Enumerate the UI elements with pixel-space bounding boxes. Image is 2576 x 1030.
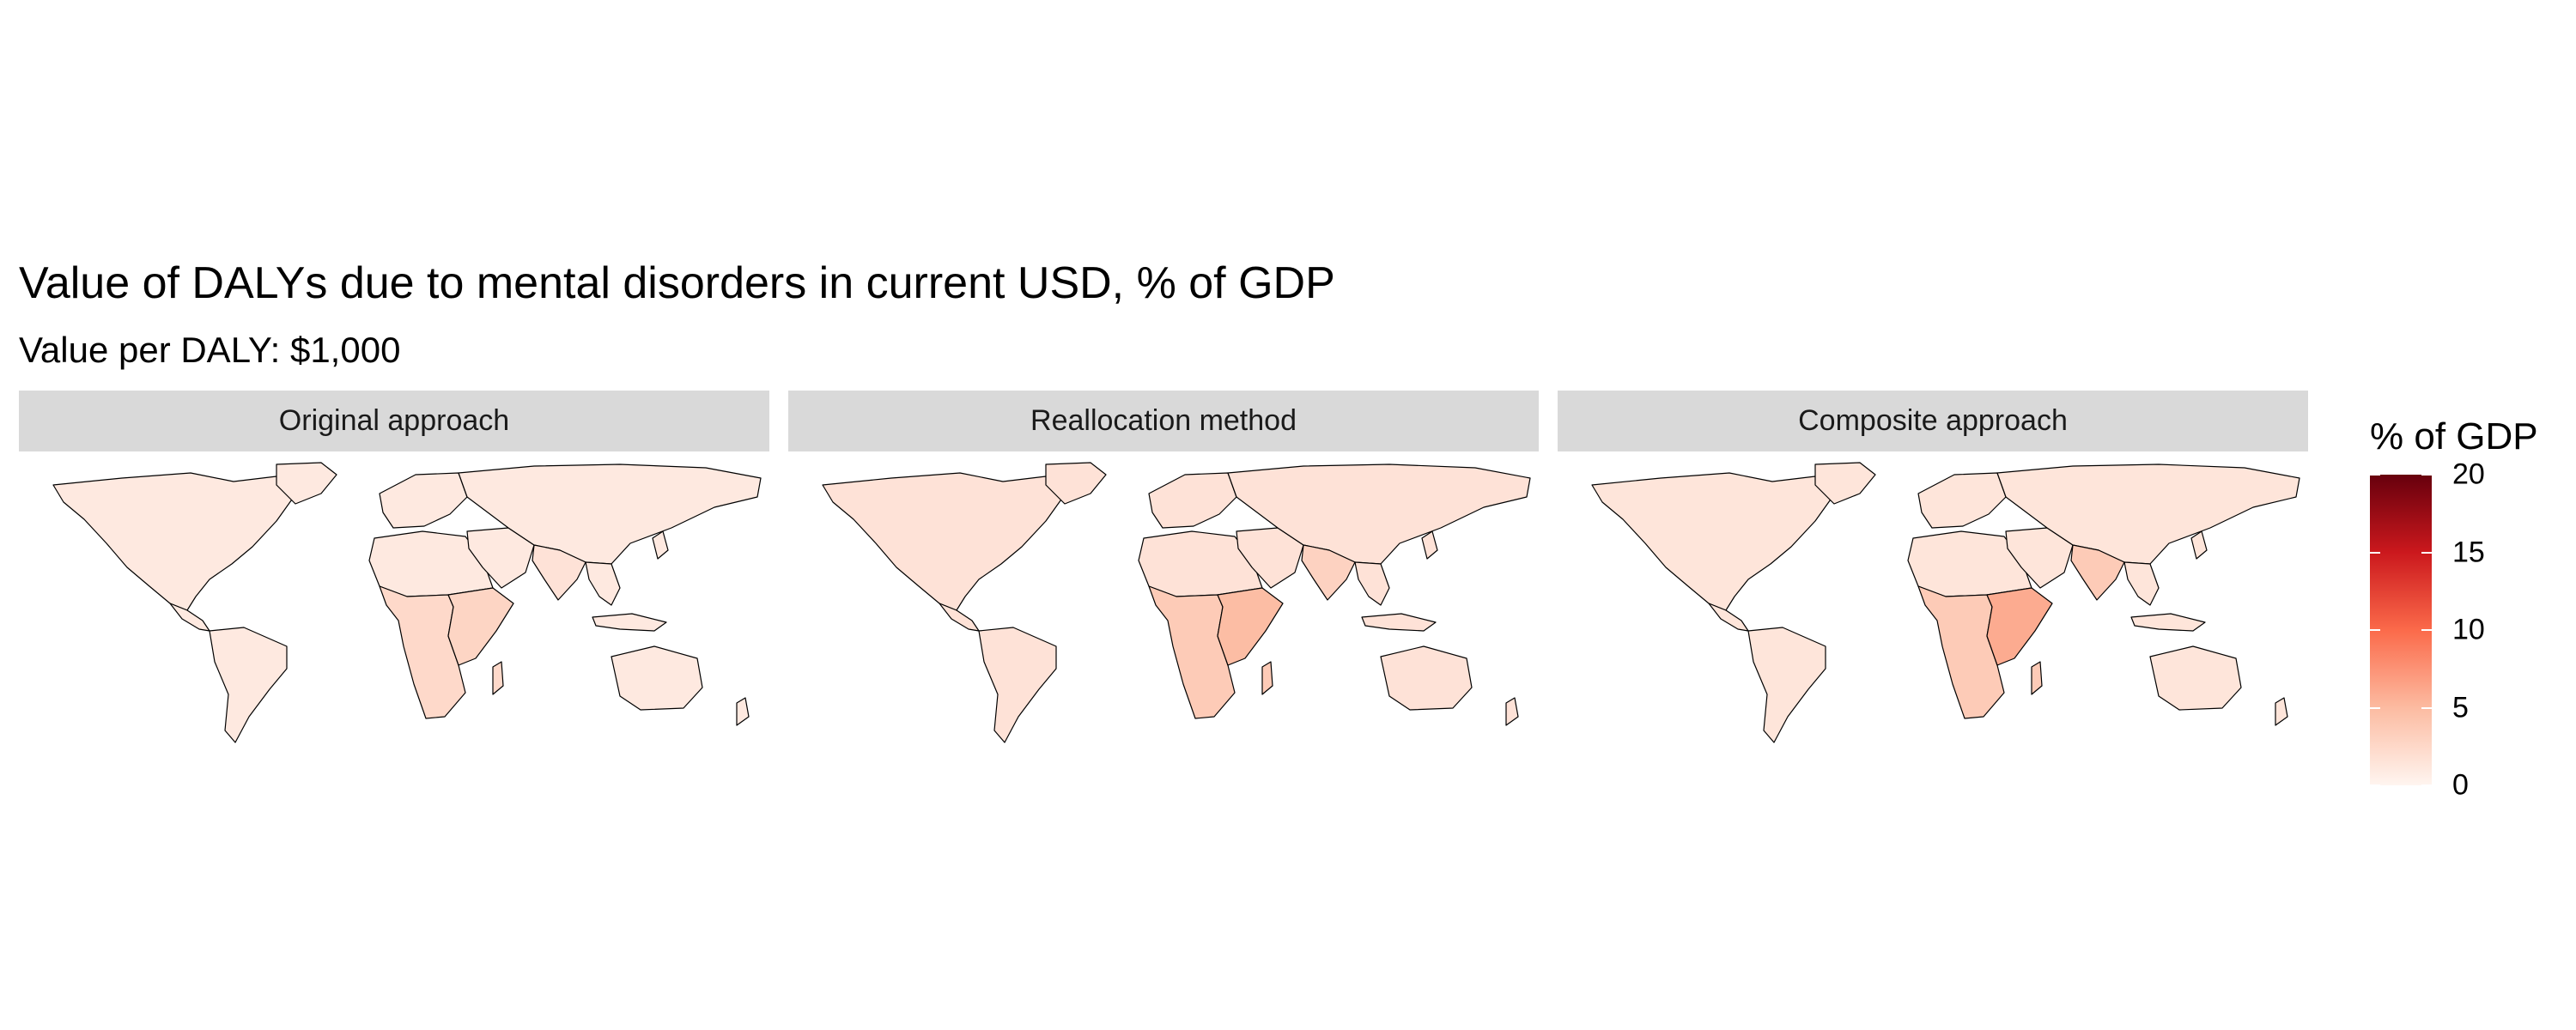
legend-tick-mark: [2370, 629, 2380, 631]
south-asia-shape: [2070, 544, 2125, 601]
europe-shape: [1148, 472, 1237, 529]
central-america-shape: [169, 603, 210, 632]
panel-strip-label: Composite approach: [1558, 391, 2308, 451]
south-america-shape: [1747, 627, 1826, 743]
world-map: [52, 462, 762, 743]
panel-reallocation: Reallocation method: [788, 391, 1539, 760]
madagascar-shape: [492, 661, 504, 695]
world-map: [822, 462, 1531, 743]
australia-shape: [611, 645, 703, 711]
legend-tick-mark: [2421, 706, 2432, 709]
legend-tick-label: 20: [2452, 457, 2485, 491]
legend-tick-mark: [2421, 629, 2432, 631]
north-america-shape: [822, 472, 1064, 611]
southeast-asia-shape: [585, 561, 621, 606]
indonesia-shape: [2130, 613, 2206, 632]
central-america-shape: [939, 603, 980, 632]
japan-shape: [652, 530, 669, 560]
madagascar-shape: [1261, 661, 1273, 695]
chart-title: Value of DALYs due to mental disorders i…: [19, 258, 1335, 308]
europe-shape: [1917, 472, 2007, 529]
south-asia-shape: [532, 544, 586, 601]
australia-shape: [2149, 645, 2242, 711]
legend-tick-label: 0: [2452, 768, 2469, 802]
russia-asia-shape: [1996, 464, 2300, 565]
russia-asia-shape: [458, 464, 762, 565]
legend-tick-mark: [2370, 785, 2380, 786]
legend-tick-mark: [2421, 474, 2432, 476]
north-america-shape: [52, 472, 295, 611]
japan-shape: [2190, 530, 2208, 560]
legend-tick-label: 15: [2452, 536, 2485, 568]
russia-asia-shape: [1227, 464, 1531, 565]
panel-strip-label: Reallocation method: [788, 391, 1539, 451]
legend-title: % of GDP: [2370, 415, 2538, 457]
europe-shape: [379, 472, 468, 529]
central-america-shape: [1708, 603, 1749, 632]
greenland-shape: [1814, 462, 1876, 505]
panel-strip-label: Original approach: [19, 391, 769, 451]
legend-tick-mark: [2370, 474, 2380, 476]
new-zealand-shape: [2275, 697, 2288, 726]
indonesia-shape: [1361, 613, 1437, 632]
japan-shape: [1421, 530, 1438, 560]
indonesia-shape: [592, 613, 667, 632]
east-africa-shape: [1986, 587, 2053, 666]
east-africa-shape: [447, 587, 514, 666]
legend-tick-label: 5: [2452, 691, 2469, 724]
south-america-shape: [209, 627, 288, 743]
greenland-shape: [276, 462, 337, 505]
legend-tick-label: 10: [2452, 613, 2485, 646]
legend-tick-mark: [2421, 551, 2432, 554]
chart-subtitle: Value per DALY: $1,000: [19, 330, 401, 370]
south-america-shape: [978, 627, 1057, 743]
panel-original: Original approach: [19, 391, 769, 760]
south-asia-shape: [1301, 544, 1356, 601]
new-zealand-shape: [1505, 697, 1519, 726]
southeast-asia-shape: [2123, 561, 2160, 606]
north-america-shape: [1591, 472, 1833, 611]
madagascar-shape: [2031, 661, 2043, 695]
greenland-shape: [1045, 462, 1107, 505]
east-africa-shape: [1217, 587, 1284, 666]
southeast-asia-shape: [1354, 561, 1390, 606]
new-zealand-shape: [736, 697, 750, 726]
australia-shape: [1380, 645, 1473, 711]
legend-tick-mark: [2370, 706, 2380, 709]
panel-composite: Composite approach: [1558, 391, 2308, 760]
world-map: [1591, 462, 2300, 743]
legend-tick-mark: [2421, 785, 2432, 786]
legend-tick-mark: [2370, 551, 2380, 554]
